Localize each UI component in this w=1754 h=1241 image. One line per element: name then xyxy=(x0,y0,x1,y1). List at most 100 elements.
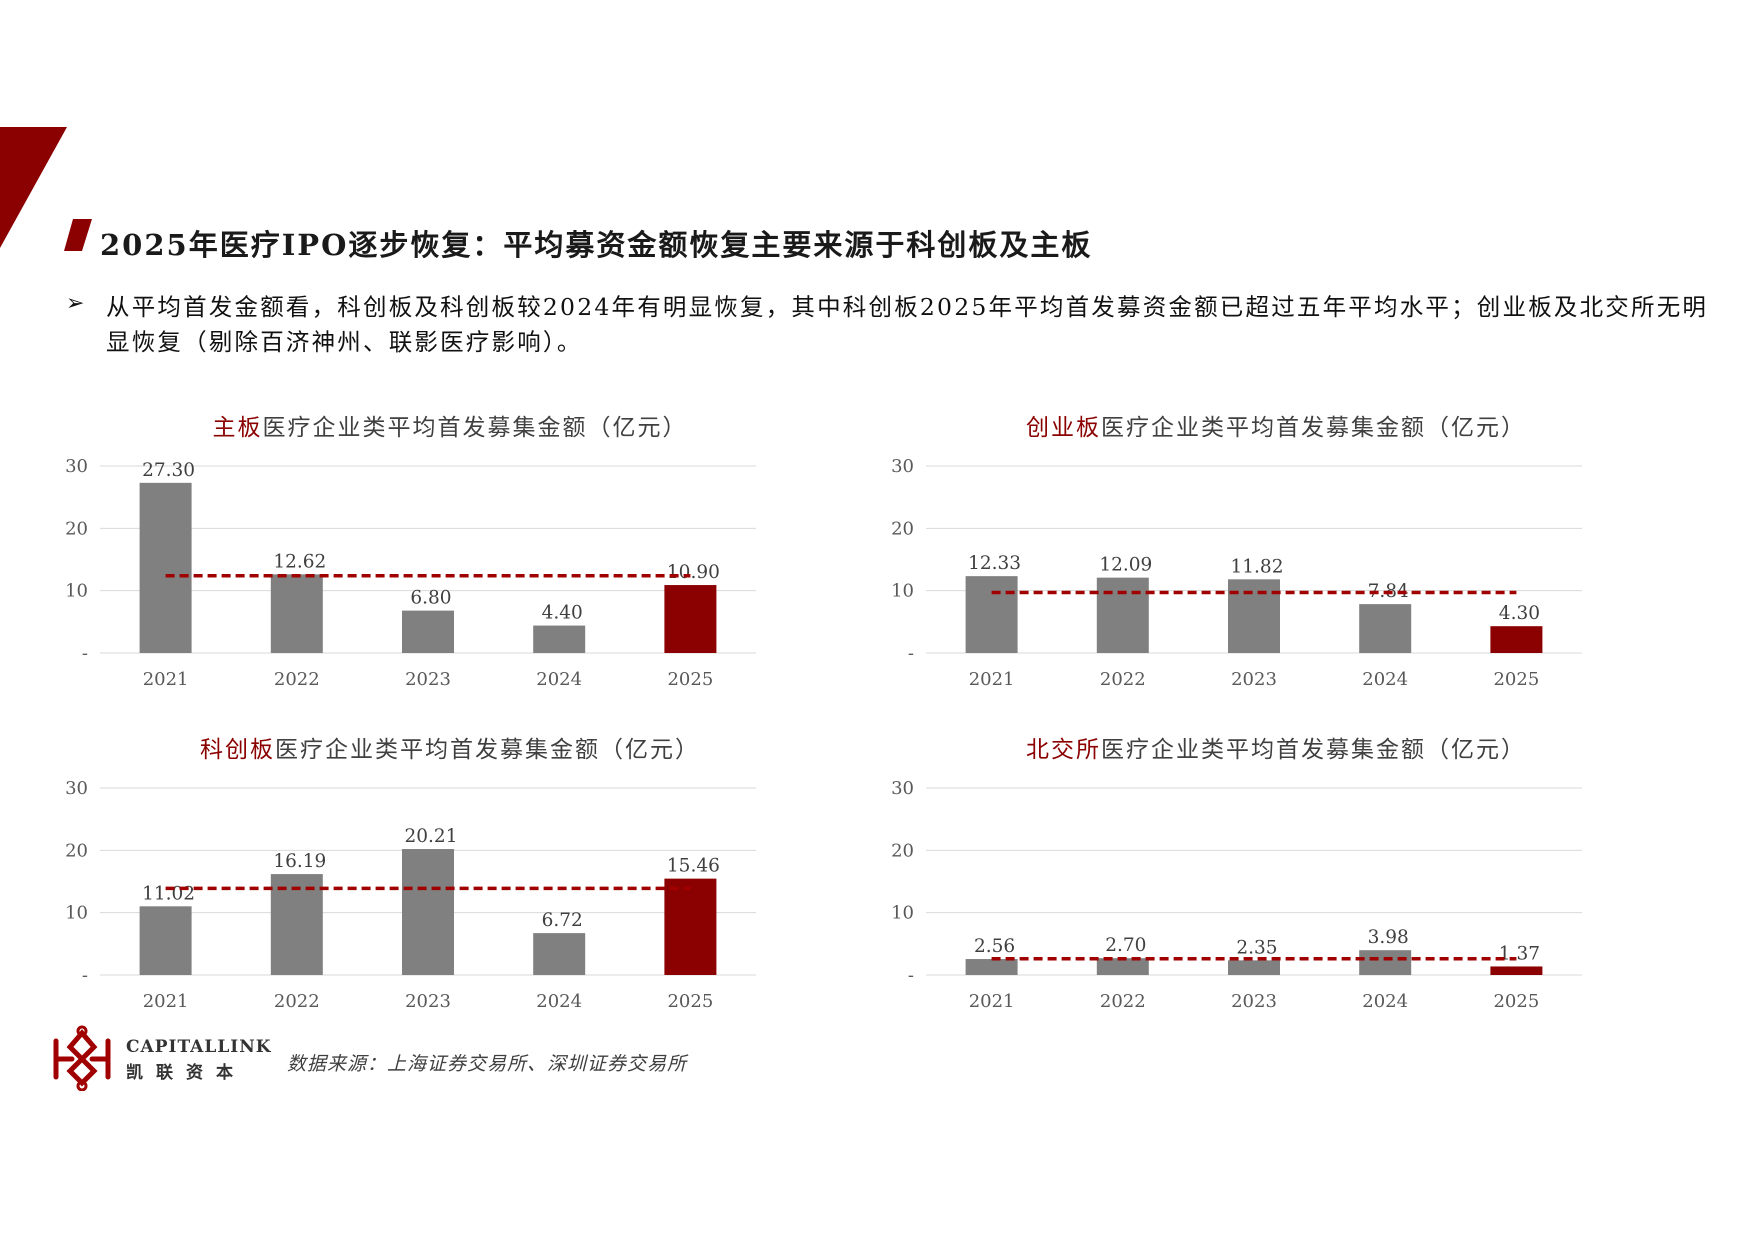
data-source-note: 数据来源：上海证券交易所、深圳证券交易所 xyxy=(287,1053,688,1075)
chart-title-accent: 创业板 xyxy=(1026,415,1101,441)
y-tick-label: 10 xyxy=(65,581,88,602)
data-label: 11.82 xyxy=(1231,556,1284,577)
y-tick-label: 20 xyxy=(891,518,914,539)
data-label: 6.72 xyxy=(542,910,583,931)
data-label: 4.40 xyxy=(542,603,583,624)
page-title: 2025年医疗IPO逐步恢复：平均募资金额恢复主要来源于科创板及主板 xyxy=(100,228,1093,262)
data-label: 2.35 xyxy=(1236,937,1277,958)
bar xyxy=(1490,626,1543,653)
y-tick-label: - xyxy=(908,643,914,664)
bar xyxy=(270,874,323,975)
x-tick-label: 2022 xyxy=(1100,669,1146,690)
x-tick-label: 2022 xyxy=(274,669,320,690)
data-label: 3.98 xyxy=(1368,927,1409,948)
data-label: 12.62 xyxy=(273,551,326,572)
bar xyxy=(533,625,586,653)
data-label: 4.30 xyxy=(1499,603,1540,624)
bar xyxy=(402,610,454,653)
bar xyxy=(664,878,717,975)
y-tick-label: 30 xyxy=(891,778,914,799)
chart-title-rest: 医疗企业类平均首发募集金额（亿元） xyxy=(262,415,688,441)
bar xyxy=(139,482,192,653)
x-tick-label: 2024 xyxy=(1362,669,1408,690)
summary-text: 从平均首发金额看，科创板及科创板较2024年有明显恢复，其中科创板2025年平均… xyxy=(106,293,1709,356)
y-tick-label: - xyxy=(82,643,88,664)
chart-title: 主板医疗企业类平均首发募集金额（亿元） xyxy=(50,408,850,442)
x-tick-label: 2021 xyxy=(143,669,189,690)
title-slash-mark xyxy=(64,219,92,251)
data-label: 6.80 xyxy=(410,588,451,609)
x-tick-label: 2023 xyxy=(1231,991,1277,1012)
y-tick-label: - xyxy=(82,965,88,986)
data-label: 10.90 xyxy=(667,562,720,583)
bar xyxy=(1490,966,1543,975)
data-label: 12.09 xyxy=(1099,555,1152,576)
data-label: 1.37 xyxy=(1499,943,1540,964)
x-tick-label: 2023 xyxy=(405,669,451,690)
data-label: 16.19 xyxy=(273,851,326,872)
chart-title-rest: 医疗企业类平均首发募集金额（亿元） xyxy=(1101,737,1526,763)
chart-star-market: 科创板医疗企业类平均首发募集金额（亿元） - 10 20 30 11.02 2021 16.… xyxy=(50,730,850,1040)
bar xyxy=(1228,579,1280,653)
y-tick-label: 20 xyxy=(65,518,88,539)
x-tick-label: 2024 xyxy=(536,669,582,690)
y-tick-label: 30 xyxy=(891,456,914,477)
bar xyxy=(402,849,454,975)
x-tick-label: 2025 xyxy=(667,991,713,1012)
x-tick-label: 2023 xyxy=(1231,669,1277,690)
chart-title-rest: 医疗企业类平均首发募集金额（亿元） xyxy=(1101,415,1526,441)
data-label: 15.46 xyxy=(667,856,720,877)
chart-title-rest: 医疗企业类平均首发募集金额（亿元） xyxy=(275,737,700,763)
x-tick-label: 2022 xyxy=(1100,991,1146,1012)
y-tick-label: - xyxy=(908,965,914,986)
y-tick-label: 30 xyxy=(65,778,88,799)
x-tick-label: 2023 xyxy=(405,991,451,1012)
bar xyxy=(1359,604,1412,653)
y-tick-label: 10 xyxy=(891,903,914,924)
x-tick-label: 2022 xyxy=(274,991,320,1012)
chart-svg: - 10 20 30 27.30 2021 12.62 2022 6.80 2023 4.40 202… xyxy=(65,456,756,690)
x-tick-label: 2024 xyxy=(1362,991,1408,1012)
chart-svg: - 10 20 30 2.56 2021 2.70 2022 2.35 2023 3.98 2024 1… xyxy=(891,778,1582,1012)
bar xyxy=(965,959,1018,975)
x-tick-label: 2025 xyxy=(1493,669,1539,690)
bar xyxy=(533,933,586,975)
chart-chinext-board: 创业板医疗企业类平均首发募集金额（亿元） - 10 20 30 12.33 2021 12.… xyxy=(876,408,1676,718)
data-label: 2.70 xyxy=(1105,935,1146,956)
bar xyxy=(1096,577,1149,653)
chart-title-accent: 主板 xyxy=(212,415,263,441)
data-label: 2.56 xyxy=(974,936,1015,957)
bar xyxy=(139,906,192,975)
data-label: 12.33 xyxy=(968,553,1021,574)
chart-title-accent: 北交所 xyxy=(1026,737,1101,763)
logo-wordmark: CAPITALLINK xyxy=(126,1037,272,1057)
x-tick-label: 2021 xyxy=(969,991,1015,1012)
chart-svg: - 10 20 30 11.02 2021 16.19 2022 20.21 2023 6.72 20… xyxy=(65,778,756,1012)
data-label: 20.21 xyxy=(405,826,458,847)
x-tick-label: 2021 xyxy=(143,991,189,1012)
bar xyxy=(965,576,1018,653)
chart-title: 科创板医疗企业类平均首发募集金额（亿元） xyxy=(50,730,850,764)
bar xyxy=(1096,958,1149,975)
data-label: 27.30 xyxy=(142,460,195,481)
bar xyxy=(270,574,323,653)
bar xyxy=(664,585,717,653)
chart-bse-board: 北交所医疗企业类平均首发募集金额（亿元） - 10 20 30 2.56 2021 2.70… xyxy=(876,730,1676,1040)
y-tick-label: 10 xyxy=(65,903,88,924)
bar xyxy=(1359,950,1412,975)
y-tick-label: 10 xyxy=(891,581,914,602)
chart-title: 创业板医疗企业类平均首发募集金额（亿元） xyxy=(876,408,1676,442)
capitallink-logo-icon xyxy=(53,1025,111,1091)
chart-main-board: 主板医疗企业类平均首发募集金额（亿元） - 10 20 30 27.30 2021 12.6… xyxy=(50,408,850,718)
x-tick-label: 2025 xyxy=(1493,991,1539,1012)
data-label: 11.02 xyxy=(142,883,195,904)
summary-bullet: ➢ 从平均首发金额看，科创板及科创板较2024年有明显恢复，其中科创板2025年… xyxy=(66,290,1716,360)
y-tick-label: 20 xyxy=(65,840,88,861)
chart-svg: -10203012.33202112.09202211.8220237.8420… xyxy=(891,456,1582,690)
logo-chinese-name: 凯联资本 xyxy=(126,1063,246,1083)
arrow-bullet-icon: ➢ xyxy=(66,291,85,316)
chart-title: 北交所医疗企业类平均首发募集金额（亿元） xyxy=(876,730,1676,764)
bar xyxy=(1228,960,1280,975)
x-tick-label: 2025 xyxy=(667,669,713,690)
corner-decoration xyxy=(0,127,67,248)
